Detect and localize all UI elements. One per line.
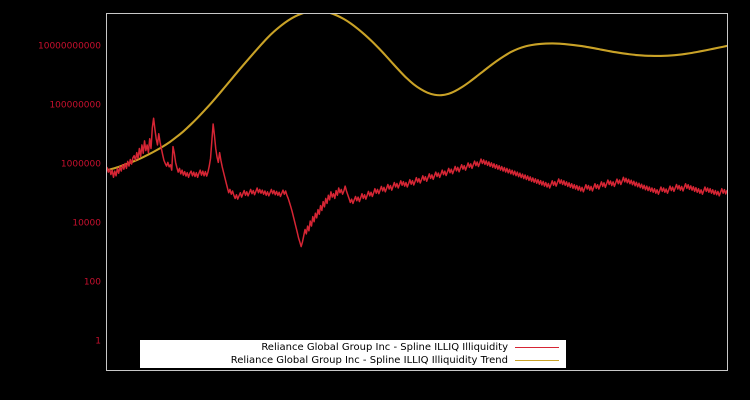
y-axis-tick-labels: 10000000000 100000000 1000000 10000 100 … xyxy=(0,0,101,400)
chart-legend: Reliance Global Group Inc - Spline ILLIQ… xyxy=(140,340,566,368)
plot-area xyxy=(106,13,728,371)
legend-item-trend: Reliance Global Group Inc - Spline ILLIQ… xyxy=(141,354,559,367)
legend-label-trend: Reliance Global Group Inc - Spline ILLIQ… xyxy=(230,355,508,366)
y-axis-tick-label: 100000000 xyxy=(49,100,101,111)
y-axis-tick-label: 10000 xyxy=(72,218,101,229)
y-axis-tick-label: 100 xyxy=(83,277,101,288)
series-line-illiquidity xyxy=(107,117,727,248)
legend-swatch-gold-icon xyxy=(515,360,559,361)
legend-swatch-red-icon xyxy=(515,347,559,348)
y-axis-tick-label: 10000000000 xyxy=(38,41,101,52)
legend-item-illiquidity: Reliance Global Group Inc - Spline ILLIQ… xyxy=(141,341,559,354)
legend-label-illiquidity: Reliance Global Group Inc - Spline ILLIQ… xyxy=(261,342,508,353)
y-axis-tick-label: 1000000 xyxy=(60,159,101,170)
plot-canvas xyxy=(107,14,727,248)
series-line-trend xyxy=(107,14,727,172)
y-axis-tick-label: 1 xyxy=(95,336,101,347)
